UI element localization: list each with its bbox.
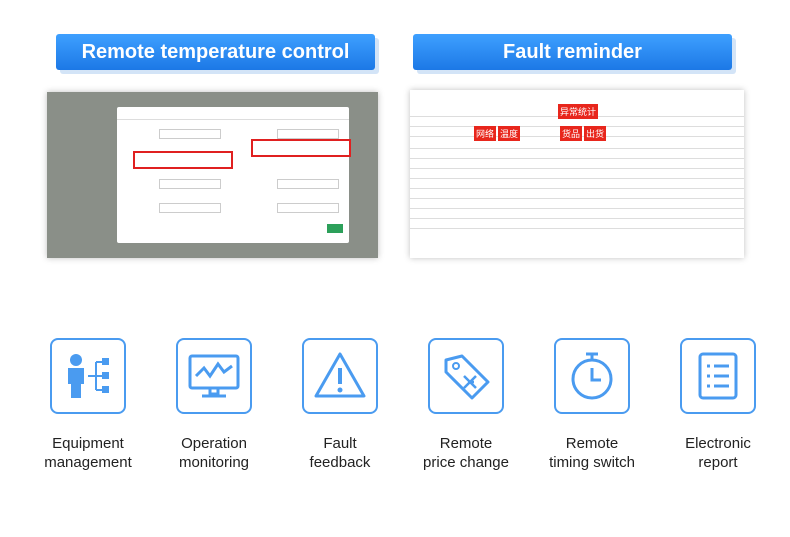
tag: 出货 bbox=[584, 126, 607, 141]
icon bbox=[571, 352, 613, 400]
banner: Remote temperature control bbox=[56, 34, 375, 70]
feature: Operation monitoring bbox=[154, 338, 274, 472]
tag: 异常统计 bbox=[558, 104, 599, 119]
label: price change bbox=[423, 454, 509, 471]
banner-title: Fault reminder bbox=[503, 40, 642, 63]
icon bbox=[188, 354, 240, 398]
icon bbox=[314, 352, 366, 398]
label: timing switch bbox=[549, 454, 635, 471]
tag: 网络 bbox=[474, 126, 497, 141]
screenshot: 异常统计 网络 温度 货品 出货 bbox=[410, 90, 744, 258]
label: management bbox=[44, 454, 132, 471]
feature: Remote price change bbox=[406, 338, 526, 472]
label: Remote bbox=[439, 435, 493, 452]
label: feedback bbox=[309, 454, 371, 471]
feature: Remote timing switch bbox=[532, 338, 652, 472]
icon bbox=[444, 354, 490, 400]
dialog bbox=[117, 107, 351, 243]
label: Operation bbox=[181, 435, 247, 452]
tag: 货品 bbox=[560, 126, 583, 141]
feature: Equipment management bbox=[28, 338, 148, 472]
icon bbox=[68, 354, 109, 398]
label: report bbox=[698, 454, 738, 471]
screenshot bbox=[47, 92, 378, 258]
banner: Fault reminder bbox=[413, 34, 732, 70]
tag: 温度 bbox=[498, 126, 521, 141]
label: Equipment bbox=[52, 435, 124, 452]
feature: Fault feedback bbox=[280, 338, 400, 472]
label: monitoring bbox=[178, 454, 250, 471]
feature: Electronic report bbox=[658, 338, 778, 472]
icon bbox=[698, 352, 738, 400]
label: Remote bbox=[565, 435, 619, 452]
banner-title: Remote temperature control bbox=[81, 40, 350, 63]
label: Electronic bbox=[685, 435, 751, 452]
label: Fault bbox=[323, 435, 357, 452]
